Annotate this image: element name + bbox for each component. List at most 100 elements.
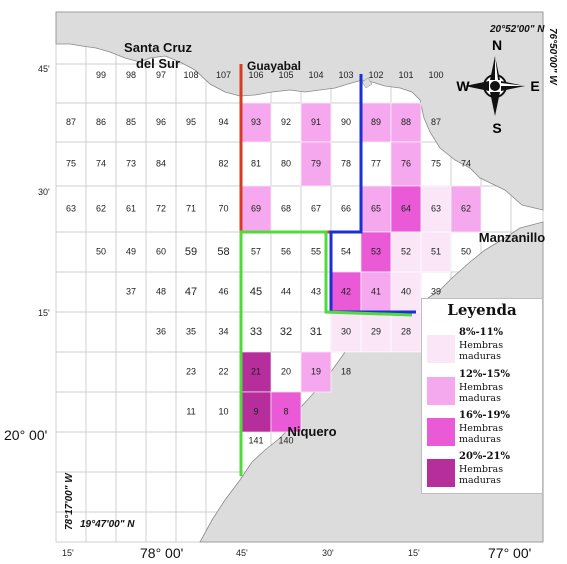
cell-number-74: 74 — [96, 158, 106, 168]
legend-label: Hembras maduras — [459, 464, 504, 486]
cell-number-62: 62 — [461, 203, 471, 213]
cell-number-100: 100 — [428, 70, 443, 80]
cell-number-52: 52 — [401, 246, 411, 256]
coord-top-lat: 20°52'00" N — [489, 24, 545, 35]
cell-number-86: 86 — [96, 117, 106, 127]
cell-fill-76 — [390, 141, 422, 187]
cell-number-64: 64 — [401, 203, 411, 213]
cell-number-11: 11 — [186, 406, 195, 416]
legend-swatch — [427, 418, 455, 446]
cell-number-65: 65 — [371, 203, 381, 213]
cell-fill-91 — [300, 102, 332, 143]
cell-number-106: 106 — [248, 70, 263, 80]
cell-fill-64 — [390, 185, 422, 233]
legend-item-12-15: 12%-15% Hembras maduras — [427, 369, 539, 413]
cell-number-47: 47 — [185, 286, 197, 298]
legend-item-8-11: 8%-11% Hembras maduras — [427, 327, 539, 371]
cell-number-81: 81 — [251, 158, 261, 168]
cell-number-69: 69 — [251, 203, 261, 213]
cell-fill-65 — [360, 185, 392, 233]
cell-fill-29 — [360, 311, 392, 353]
zone-boundary-green — [239, 230, 413, 476]
cell-number-63: 63 — [431, 203, 441, 213]
place-santa-cruz-2: del Sur — [136, 56, 180, 71]
cell-number-63: 63 — [66, 203, 76, 213]
legend-range: 12%-15% — [459, 369, 510, 380]
cell-number-72: 72 — [156, 203, 166, 213]
cell-number-89: 89 — [371, 117, 381, 127]
legend-box: Leyenda 8%-11% Hembras maduras 12%-15% H… — [421, 298, 543, 494]
cell-number-104: 104 — [308, 70, 323, 80]
cell-number-94: 94 — [218, 117, 228, 127]
cell-number-34: 34 — [218, 326, 228, 336]
place-niquero: Niquero — [287, 424, 336, 439]
cell-number-87: 87 — [431, 117, 441, 127]
cell-fill-9 — [240, 391, 272, 433]
cell-number-42: 42 — [341, 286, 351, 296]
place-santa-cruz-1: Santa Cruz — [124, 40, 192, 55]
lon-tick-45: 45' — [236, 548, 248, 558]
cell-number-105: 105 — [278, 70, 293, 80]
cell-number-36: 36 — [156, 326, 166, 336]
cell-number-44: 44 — [281, 286, 291, 296]
cell-fill-30 — [330, 311, 362, 353]
cell-number-101: 101 — [398, 70, 413, 80]
cell-number-88: 88 — [401, 117, 411, 127]
cell-number-55: 55 — [311, 246, 321, 256]
cell-number-87: 87 — [66, 117, 76, 127]
lat-tick-30: 30' — [38, 187, 50, 197]
cell-number-41: 41 — [371, 286, 381, 296]
cell-fill-52 — [390, 231, 422, 273]
legend-item-20-21: 20%-21% Hembras maduras — [427, 451, 539, 495]
cell-number-30: 30 — [341, 326, 351, 336]
cell-number-77: 77 — [371, 158, 381, 168]
cell-number-60: 60 — [156, 246, 166, 256]
cell-number-102: 102 — [368, 70, 383, 80]
lon-tick-15-a: 15' — [62, 548, 74, 558]
cell-number-19: 19 — [311, 366, 321, 376]
cell-number-62: 62 — [96, 203, 106, 213]
cell-number-29: 29 — [371, 326, 381, 336]
legend-range: 16%-19% — [459, 410, 510, 421]
sample-cells — [240, 102, 482, 433]
cell-number-18: 18 — [341, 366, 351, 376]
cell-number-76: 76 — [401, 158, 411, 168]
cell-number-23: 23 — [186, 366, 196, 376]
cell-fill-28 — [390, 311, 422, 353]
cell-fill-53 — [360, 231, 392, 273]
coord-right-lon: 76°50'00" W — [547, 28, 558, 86]
cell-number-43: 43 — [311, 286, 321, 296]
cell-number-107: 107 — [216, 70, 231, 80]
lon-tick-15-b: 15' — [408, 548, 420, 558]
cell-fill-51 — [420, 231, 452, 273]
compass-rose-icon — [465, 56, 525, 116]
cell-number-80: 80 — [281, 158, 291, 168]
cell-number-82: 82 — [218, 158, 228, 168]
cell-number-66: 66 — [341, 203, 351, 213]
cell-fill-8 — [270, 391, 302, 433]
compass-s: S — [492, 120, 501, 136]
cell-fill-21 — [240, 351, 272, 393]
cell-number-31: 31 — [310, 326, 322, 338]
islet-1 — [361, 77, 373, 89]
compass-n: N — [492, 37, 502, 53]
coord-left-lon: 78°17'00" W — [64, 472, 75, 530]
cell-number-32: 32 — [280, 326, 292, 338]
cell-fill-69 — [240, 185, 272, 233]
cell-number-9: 9 — [253, 406, 258, 416]
cell-number-91: 91 — [311, 117, 321, 127]
cell-number-78: 78 — [341, 158, 351, 168]
lat-tick-15: 15' — [38, 308, 50, 318]
cell-number-93: 93 — [251, 117, 261, 127]
cell-number-8: 8 — [283, 406, 288, 416]
cell-number-35: 35 — [186, 326, 196, 336]
cell-number-95: 95 — [186, 117, 196, 127]
cell-number-39: 39 — [431, 286, 441, 296]
cell-number-56: 56 — [281, 246, 291, 256]
cell-number-22: 22 — [218, 366, 228, 376]
cell-number-51: 51 — [431, 246, 441, 256]
cell-number-73: 73 — [126, 158, 136, 168]
cell-number-97: 97 — [156, 70, 166, 80]
legend-label: Hembras maduras — [459, 423, 504, 445]
